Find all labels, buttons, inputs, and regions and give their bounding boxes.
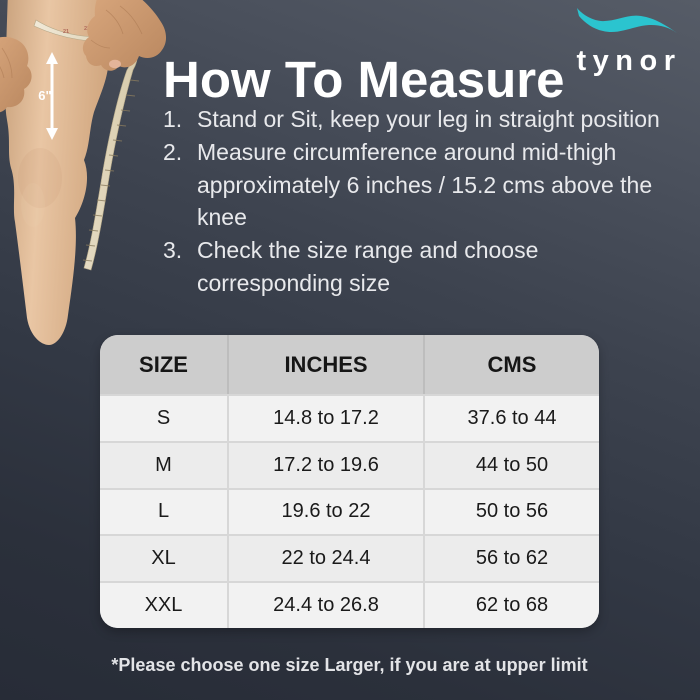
svg-text:21: 21 [63, 29, 69, 35]
svg-text:6": 6" [38, 88, 51, 103]
